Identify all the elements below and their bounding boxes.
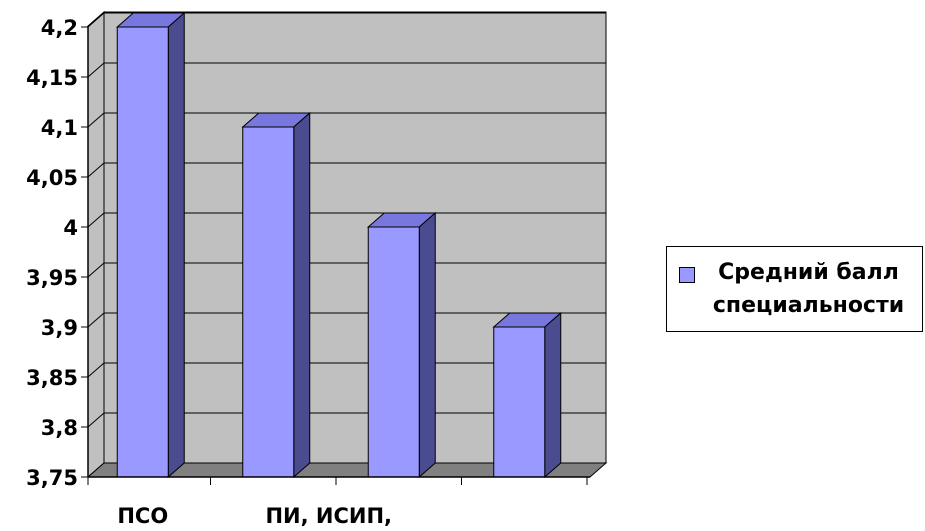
gridline-side (87, 12, 105, 28)
y-tick-label: 4 (63, 216, 78, 240)
bar (115, 11, 186, 479)
bars (115, 11, 563, 479)
y-tick-label: 4,1 (41, 116, 78, 140)
bar-front (367, 226, 420, 478)
x-tick-label: ПИ, ИСИП, (265, 504, 392, 528)
x-tick-label: ПСО (117, 504, 168, 528)
bar-front (493, 326, 546, 478)
gridline-side (87, 262, 105, 278)
gridline-side (87, 212, 105, 228)
bar-front (116, 26, 169, 478)
y-tick-label: 4,05 (26, 166, 78, 190)
axes (81, 26, 590, 485)
legend: Средний балл специальности (666, 246, 923, 332)
y-tick-label: 3,75 (26, 466, 78, 490)
y-tick-label: 3,8 (41, 416, 78, 440)
y-axis-tick-labels: 3,75 3,8 3,85 3,9 3,95 4 4,05 4,1 4,15 4,2 (26, 16, 78, 490)
gridline-side (87, 62, 105, 78)
bar-side (544, 311, 562, 479)
bar-side (167, 11, 185, 479)
bar (241, 111, 312, 479)
y-tick-label: 3,85 (26, 366, 78, 390)
gridline-side (87, 362, 105, 378)
bar-side (418, 211, 436, 479)
x-axis-tick-labels: ПСО ПИ, ИСИП, (117, 504, 392, 528)
gridline-side (87, 312, 105, 328)
bar (492, 311, 563, 479)
y-tick-label: 3,9 (41, 316, 78, 340)
legend-label: Средний балл специальности (712, 260, 905, 318)
legend-swatch (679, 267, 695, 283)
gridline-side (87, 162, 105, 178)
bar-side (293, 111, 311, 479)
y-tick-label: 4,2 (41, 16, 78, 40)
bar (366, 211, 437, 479)
side-wall (87, 10, 105, 479)
y-tick-label: 3,95 (26, 266, 78, 290)
gridline-side (87, 112, 105, 128)
bar-front (242, 126, 295, 478)
y-tick-label: 4,15 (26, 66, 78, 90)
gridline-side (87, 412, 105, 428)
